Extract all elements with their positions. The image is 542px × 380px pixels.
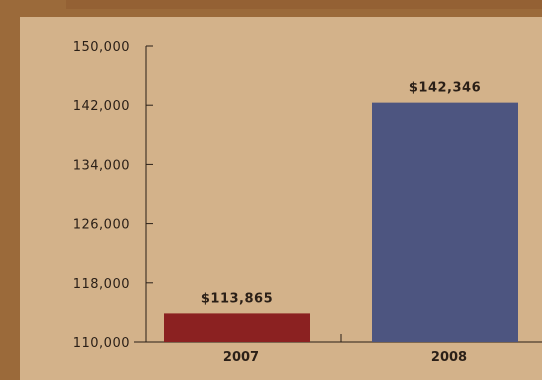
chart-bars <box>164 102 518 342</box>
data-labels: $113,865 $142,346 <box>201 81 481 307</box>
y-tick-label: 126,000 <box>73 218 130 233</box>
y-axis-ticks: 110,000 118,000 126,000 134,000 142,000 150,0… <box>73 40 153 351</box>
y-tick-label: 142,000 <box>73 99 130 114</box>
top-border-strip <box>66 0 542 9</box>
data-label-2007: $113,865 <box>201 291 273 306</box>
data-label-2008: $142,346 <box>409 81 481 96</box>
y-tick-label: 110,000 <box>73 336 130 351</box>
y-tick-label: 134,000 <box>73 158 130 173</box>
x-tick-label-2008: 2008 <box>431 350 467 365</box>
x-axis-labels: 2007 2008 <box>223 350 467 365</box>
x-tick-label-2007: 2007 <box>223 350 259 365</box>
bar-2007 <box>164 313 310 342</box>
y-tick-label: 150,000 <box>73 40 130 55</box>
y-tick-label: 118,000 <box>73 277 130 292</box>
bar-2008 <box>372 102 518 342</box>
